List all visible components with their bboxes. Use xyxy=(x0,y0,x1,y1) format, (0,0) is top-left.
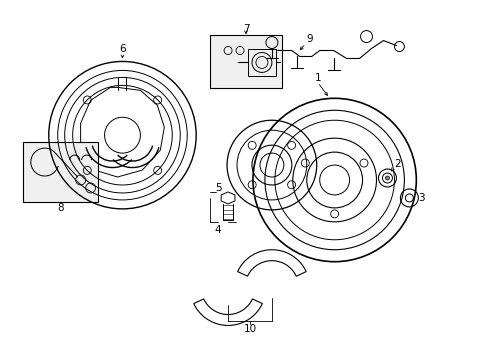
Text: 10: 10 xyxy=(243,324,256,334)
Text: 8: 8 xyxy=(57,203,64,213)
Text: 5: 5 xyxy=(214,183,221,193)
Text: 3: 3 xyxy=(417,193,424,203)
Text: 6: 6 xyxy=(119,44,125,54)
Text: 4: 4 xyxy=(214,225,221,235)
Text: 1: 1 xyxy=(314,73,321,84)
FancyBboxPatch shape xyxy=(210,35,281,88)
Text: 2: 2 xyxy=(393,159,400,169)
FancyBboxPatch shape xyxy=(23,142,98,202)
Text: 7: 7 xyxy=(242,24,249,33)
Text: 9: 9 xyxy=(306,33,312,44)
Circle shape xyxy=(385,176,388,180)
